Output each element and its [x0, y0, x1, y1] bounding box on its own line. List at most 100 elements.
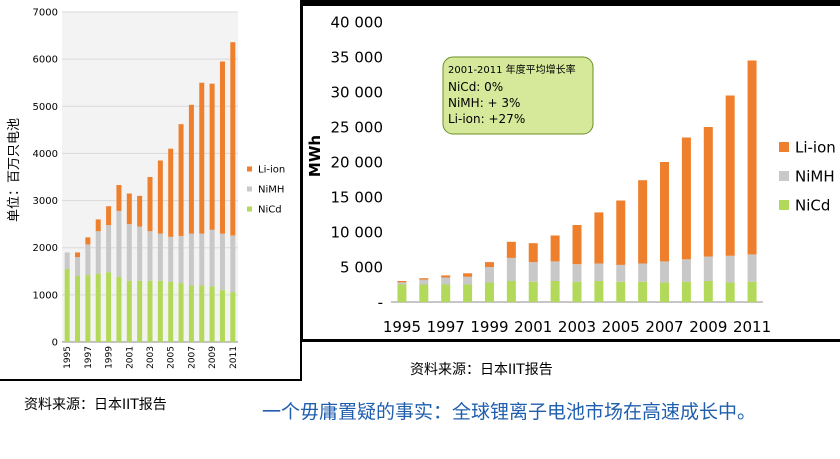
x-tick-label: 2001 — [514, 318, 552, 336]
bar-nicd-2009 — [209, 286, 215, 342]
bar-li-ion-1999 — [484, 262, 494, 267]
left-stacked-bar-chart: 0 1000 2000 3000 4000 5000 6000 7000 1995 1997 199… — [7, 8, 285, 369]
bar-nimh-1999 — [484, 267, 494, 283]
bar-nicd-1999 — [484, 282, 494, 302]
headline-text: 一个毋庸置疑的事实：全球锂离子电池市场在高速成长中。 — [262, 401, 757, 423]
bar-li-ion-2011 — [230, 42, 236, 236]
bar-nicd-2010 — [219, 290, 225, 342]
y-tick-label: 30 000 — [331, 83, 384, 101]
legend-label-nicd: NiCd — [258, 205, 282, 216]
bar-nicd-1997 — [85, 275, 91, 342]
bar-nimh-2002 — [550, 261, 560, 281]
bar-nicd-2007 — [660, 282, 670, 302]
legend-swatch-nimh — [247, 186, 252, 192]
bar-nimh-1997 — [441, 277, 451, 285]
y-tick-label: 15 000 — [331, 188, 384, 206]
growth-rate-callout — [442, 56, 594, 135]
bar-li-ion-2006 — [638, 180, 648, 264]
y-tick-label: 2000 — [33, 243, 58, 254]
x-tick-label: 1995 — [63, 346, 73, 369]
growth-rate-callout-line: NiMH: + 3% — [448, 96, 520, 110]
y-tick-label: 10 000 — [331, 223, 384, 241]
bar-nimh-2001 — [528, 262, 538, 282]
bar-nicd-2000 — [116, 276, 122, 342]
y-axis-label: 单位：百万只电池 — [7, 118, 22, 222]
growth-rate-callout-line: Li-ion: +27% — [448, 112, 525, 126]
bar-nicd-2011 — [747, 281, 757, 302]
bar-nicd-2010 — [725, 282, 735, 302]
bar-nimh-2001 — [126, 224, 132, 281]
x-tick-label: 1997 — [427, 318, 465, 336]
bar-nicd-2008 — [199, 285, 205, 342]
bar-li-ion-1997 — [441, 275, 451, 278]
bar-nicd-2002 — [550, 281, 560, 302]
bar-li-ion-2005 — [168, 148, 174, 237]
bar-nimh-2009 — [209, 229, 215, 287]
left-chart-panel: 0 1000 2000 3000 4000 5000 6000 7000 1995 1997 199… — [0, 0, 302, 381]
legend-swatch-nimh — [779, 171, 789, 181]
bar-li-ion-1995 — [397, 281, 407, 283]
bar-nicd-2003 — [147, 280, 153, 342]
bar-nimh-1995 — [64, 252, 70, 269]
bar-li-ion-2010 — [725, 95, 735, 256]
legend-swatch-li-ion — [247, 166, 252, 172]
bar-nimh-1997 — [85, 244, 91, 276]
legend-swatch-nicd — [779, 200, 789, 210]
x-tick-label: 1995 — [383, 318, 421, 336]
bar-li-ion-2003 — [147, 177, 153, 232]
left-source-caption: 资料来源：日本IIT报告 — [24, 397, 167, 413]
bar-nimh-2011 — [230, 235, 236, 293]
y-tick-label: 35 000 — [331, 48, 384, 66]
y-tick-label: 7000 — [33, 8, 58, 19]
legend-label-nimh: NiMH — [258, 185, 284, 196]
bar-nimh-2004 — [594, 263, 604, 281]
y-tick-label: 25 000 — [331, 118, 384, 136]
bar-li-ion-2002 — [137, 195, 143, 227]
bar-nimh-1998 — [95, 231, 101, 274]
bar-li-ion-1998 — [463, 273, 473, 277]
bar-nicd-1998 — [463, 284, 473, 302]
legend-label-nimh: NiMH — [795, 167, 835, 185]
right-chart-panel: - 5 000 10 000 15 000 20 000 25 000 30 000 35 0… — [302, 0, 840, 342]
bar-nimh-2003 — [572, 264, 582, 282]
bar-nicd-1998 — [95, 273, 101, 342]
bar-nicd-2006 — [178, 283, 184, 342]
right-stacked-bar-chart: - 5 000 10 000 15 000 20 000 25 000 30 000 35 0… — [306, 13, 836, 336]
x-tick-label: 2007 — [645, 318, 683, 336]
bar-li-ion-2003 — [572, 225, 582, 265]
bar-li-ion-2002 — [550, 235, 560, 262]
bar-nimh-2007 — [660, 261, 670, 283]
bar-nimh-2005 — [616, 264, 626, 282]
x-tick-label: 2009 — [208, 346, 218, 369]
bar-nimh-2007 — [188, 233, 194, 286]
growth-rate-callout-line: NiCd: 0% — [448, 80, 503, 94]
bar-nimh-2003 — [147, 231, 153, 281]
bar-nicd-1997 — [441, 284, 451, 302]
bar-nimh-2006 — [638, 263, 648, 282]
bar-nicd-2005 — [168, 281, 174, 342]
x-tick-label: 2005 — [602, 318, 640, 336]
bar-nimh-2005 — [168, 236, 174, 282]
bar-nicd-2001 — [126, 280, 132, 342]
bar-nimh-2004 — [157, 233, 163, 281]
x-tick-label: 1999 — [105, 346, 115, 369]
legend-label-li-ion: Li-ion — [795, 138, 836, 156]
x-tick-label: 2009 — [689, 318, 727, 336]
bar-li-ion-2008 — [681, 137, 691, 260]
x-tick-label: 2003 — [146, 346, 156, 369]
bar-nicd-2005 — [616, 281, 626, 302]
bar-li-ion-2000 — [116, 185, 122, 211]
bar-nimh-2010 — [219, 233, 225, 291]
y-tick-label: 20 000 — [331, 153, 384, 171]
x-tick-label: 1999 — [470, 318, 508, 336]
bar-nicd-1996 — [75, 276, 81, 342]
bar-li-ion-2007 — [188, 104, 194, 234]
x-tick-label: 2011 — [229, 346, 239, 369]
y-tick-label: 40 000 — [331, 13, 384, 31]
y-axis-label: MWh — [306, 135, 324, 177]
bar-li-ion-2005 — [616, 200, 626, 265]
bar-li-ion-2008 — [199, 82, 205, 234]
bar-li-ion-2000 — [506, 241, 516, 258]
y-tick-label: 4000 — [33, 149, 58, 160]
bar-li-ion-2011 — [747, 60, 757, 255]
